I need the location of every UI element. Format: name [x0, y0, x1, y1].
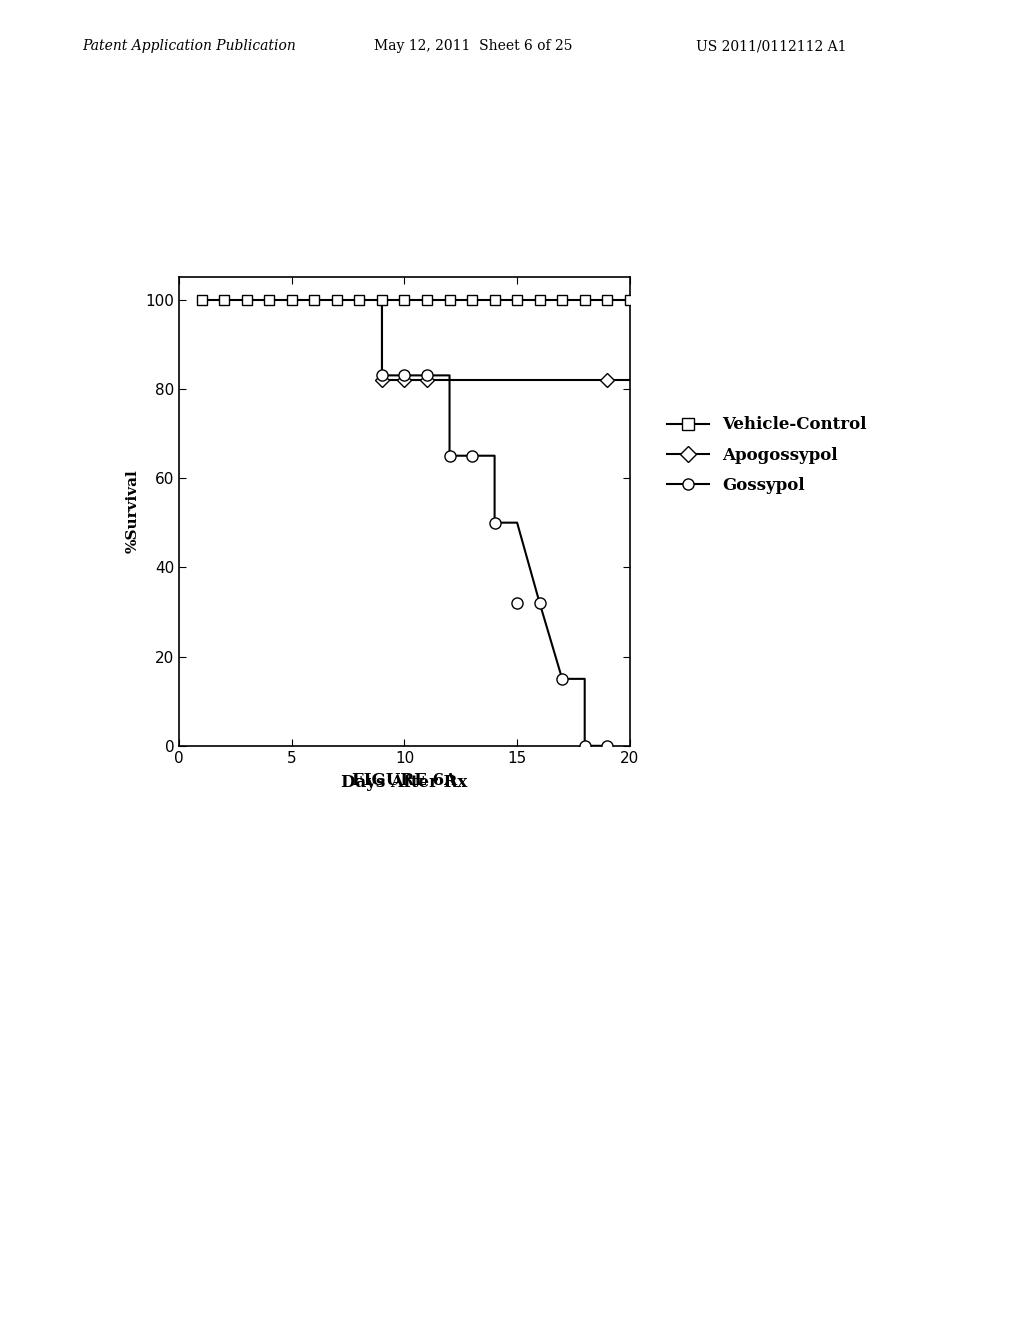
X-axis label: Days After Rx: Days After Rx	[341, 774, 468, 791]
Text: FIGURE 6A: FIGURE 6A	[352, 772, 457, 789]
Text: Patent Application Publication: Patent Application Publication	[82, 40, 296, 53]
Legend: Vehicle-Control, Apogossypol, Gossypol: Vehicle-Control, Apogossypol, Gossypol	[660, 409, 873, 500]
Y-axis label: %Survival: %Survival	[126, 470, 140, 553]
Text: US 2011/0112112 A1: US 2011/0112112 A1	[696, 40, 847, 53]
Text: May 12, 2011  Sheet 6 of 25: May 12, 2011 Sheet 6 of 25	[374, 40, 572, 53]
